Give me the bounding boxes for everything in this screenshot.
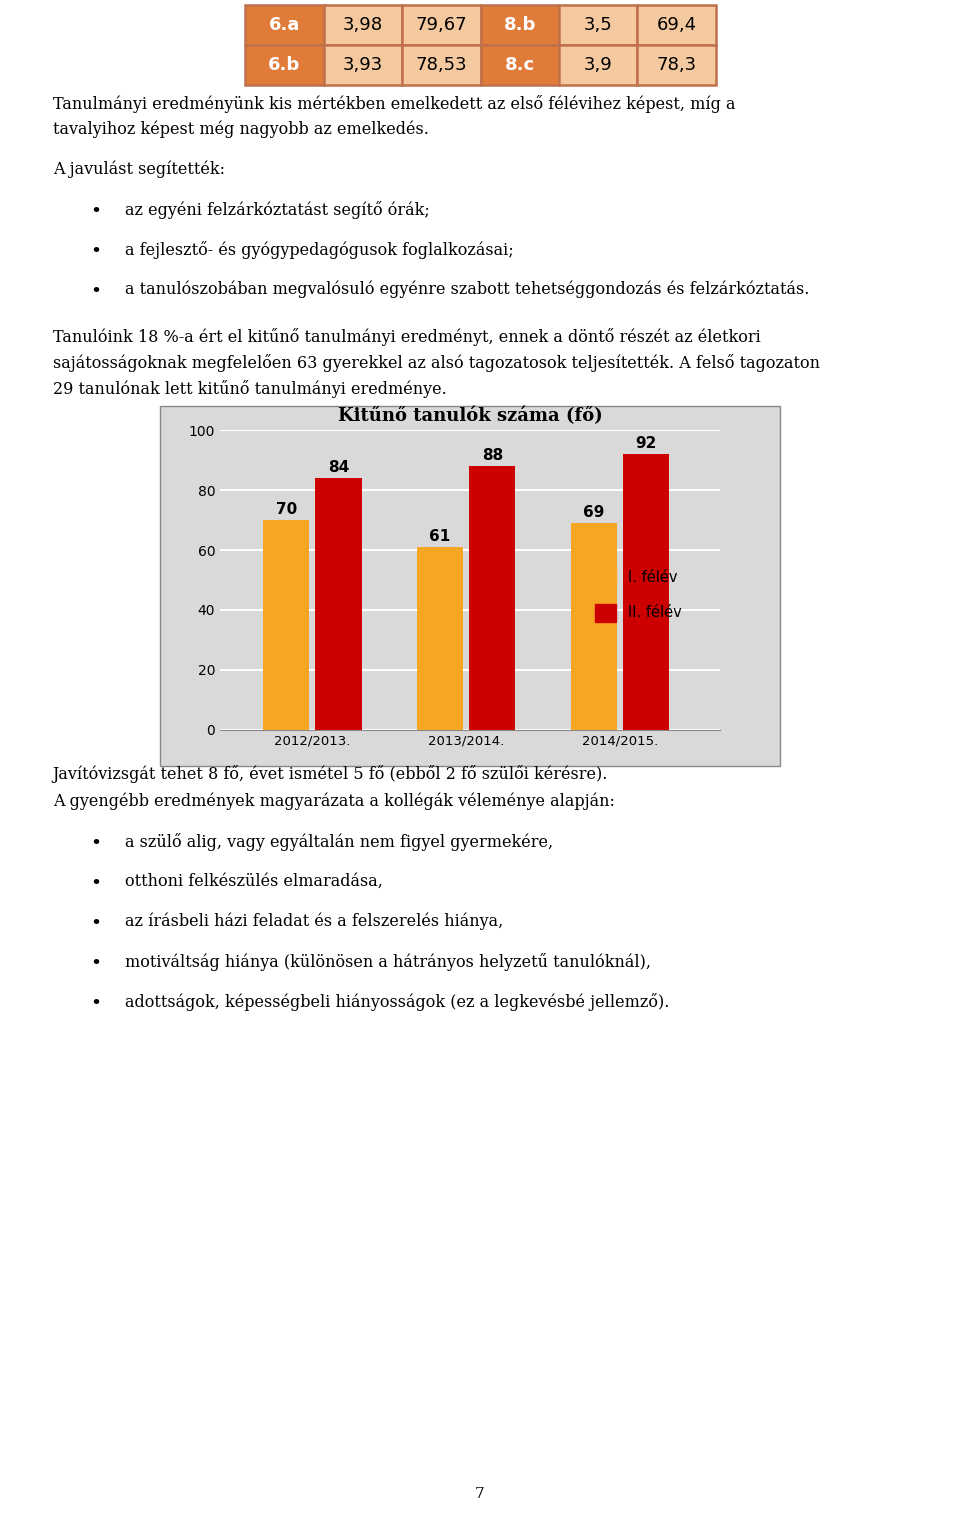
- Text: Kitűnő tanulók száma (fő): Kitűnő tanulók száma (fő): [338, 406, 602, 424]
- Text: otthoni felkészülés elmaradása,: otthoni felkészülés elmaradása,: [125, 873, 383, 890]
- Text: 88: 88: [482, 449, 503, 462]
- Text: 3,98: 3,98: [343, 17, 383, 33]
- Text: 78,3: 78,3: [657, 56, 697, 75]
- Text: 6.b: 6.b: [268, 56, 300, 75]
- Text: a fejlesztő- és gyógypedagógusok foglalkozásai;: a fejlesztő- és gyógypedagógusok foglalk…: [125, 240, 514, 259]
- FancyBboxPatch shape: [637, 5, 716, 46]
- Text: A gyengébb eredmények magyarázata a kollégák véleménye alapján:: A gyengébb eredmények magyarázata a koll…: [53, 792, 614, 811]
- Text: •: •: [90, 955, 102, 973]
- FancyBboxPatch shape: [402, 5, 481, 46]
- Bar: [263, 520, 309, 730]
- Text: 8.b: 8.b: [504, 17, 536, 33]
- Text: Tanulóink 18 %-a ért el kitűnő tanulmányi eredményt, ennek a döntő részét az éle: Tanulóink 18 %-a ért el kitűnő tanulmány…: [53, 329, 760, 345]
- Text: 3,5: 3,5: [584, 17, 612, 33]
- Text: sajátosságoknak megfelelően 63 gyerekkel az alsó tagozatosok teljesítették. A fe: sajátosságoknak megfelelően 63 gyerekkel…: [53, 354, 820, 373]
- FancyBboxPatch shape: [324, 46, 402, 85]
- Text: •: •: [90, 202, 102, 221]
- Text: •: •: [90, 283, 102, 301]
- FancyBboxPatch shape: [245, 46, 324, 85]
- Legend: I. félév, II. félév: I. félév, II. félév: [588, 561, 689, 628]
- Text: 7: 7: [475, 1488, 485, 1501]
- Text: •: •: [90, 916, 102, 932]
- Text: 29 tanulónak lett kitűnő tanulmányi eredménye.: 29 tanulónak lett kitűnő tanulmányi ered…: [53, 380, 446, 399]
- Text: •: •: [90, 835, 102, 853]
- Bar: [623, 453, 669, 730]
- FancyBboxPatch shape: [481, 5, 559, 46]
- Text: 78,53: 78,53: [416, 56, 468, 75]
- Text: 84: 84: [327, 459, 349, 475]
- Text: Javítóvizsgát tehet 8 fő, évet ismétel 5 fő (ebből 2 fő szülői kérésre).: Javítóvizsgát tehet 8 fő, évet ismétel 5…: [53, 765, 609, 783]
- FancyBboxPatch shape: [481, 46, 559, 85]
- Text: adottságok, képességbeli hiányosságok (ez a legkevésbé jellemző).: adottságok, képességbeli hiányosságok (e…: [125, 993, 669, 1011]
- FancyBboxPatch shape: [559, 46, 637, 85]
- FancyBboxPatch shape: [324, 5, 402, 46]
- Text: 92: 92: [636, 437, 657, 452]
- FancyBboxPatch shape: [559, 5, 637, 46]
- Text: •: •: [90, 243, 102, 262]
- Text: az írásbeli házi feladat és a felszerelés hiánya,: az írásbeli házi feladat és a felszerelé…: [125, 913, 503, 931]
- Text: 61: 61: [429, 529, 450, 545]
- Text: 8.c: 8.c: [505, 56, 535, 75]
- Bar: [469, 465, 516, 730]
- FancyBboxPatch shape: [637, 46, 716, 85]
- Text: •: •: [90, 995, 102, 1013]
- Text: Tanulmányi eredményünk kis mértékben emelkedett az első félévihez képest, míg a: Tanulmányi eredményünk kis mértékben eme…: [53, 94, 735, 113]
- Text: 6.a: 6.a: [269, 17, 300, 33]
- Text: 70: 70: [276, 502, 297, 517]
- Bar: [571, 523, 617, 730]
- FancyBboxPatch shape: [160, 406, 780, 767]
- Text: 3,93: 3,93: [343, 56, 383, 75]
- Text: tavalyihoz képest még nagyobb az emelkedés.: tavalyihoz képest még nagyobb az emelked…: [53, 122, 429, 138]
- Text: a tanulószobában megvalósuló egyénre szabott tehetséggondozás és felzárkóztatás.: a tanulószobában megvalósuló egyénre sza…: [125, 281, 809, 298]
- Text: •: •: [90, 875, 102, 893]
- Text: 3,9: 3,9: [584, 56, 612, 75]
- Bar: [417, 548, 463, 730]
- Text: a szülő alig, vagy egyáltalán nem figyel gyermekére,: a szülő alig, vagy egyáltalán nem figyel…: [125, 834, 553, 852]
- Text: 79,67: 79,67: [416, 17, 468, 33]
- Text: 69: 69: [583, 505, 605, 520]
- Text: az egyéni felzárkóztatást segítő órák;: az egyéni felzárkóztatást segítő órák;: [125, 201, 430, 219]
- FancyBboxPatch shape: [245, 5, 324, 46]
- FancyBboxPatch shape: [402, 46, 481, 85]
- Bar: [316, 478, 362, 730]
- Text: motiváltság hiánya (különösen a hátrányos helyzetű tanulóknál),: motiváltság hiánya (különösen a hátrányo…: [125, 954, 651, 970]
- Text: A javulást segítették:: A javulást segítették:: [53, 161, 225, 178]
- Text: 69,4: 69,4: [657, 17, 697, 33]
